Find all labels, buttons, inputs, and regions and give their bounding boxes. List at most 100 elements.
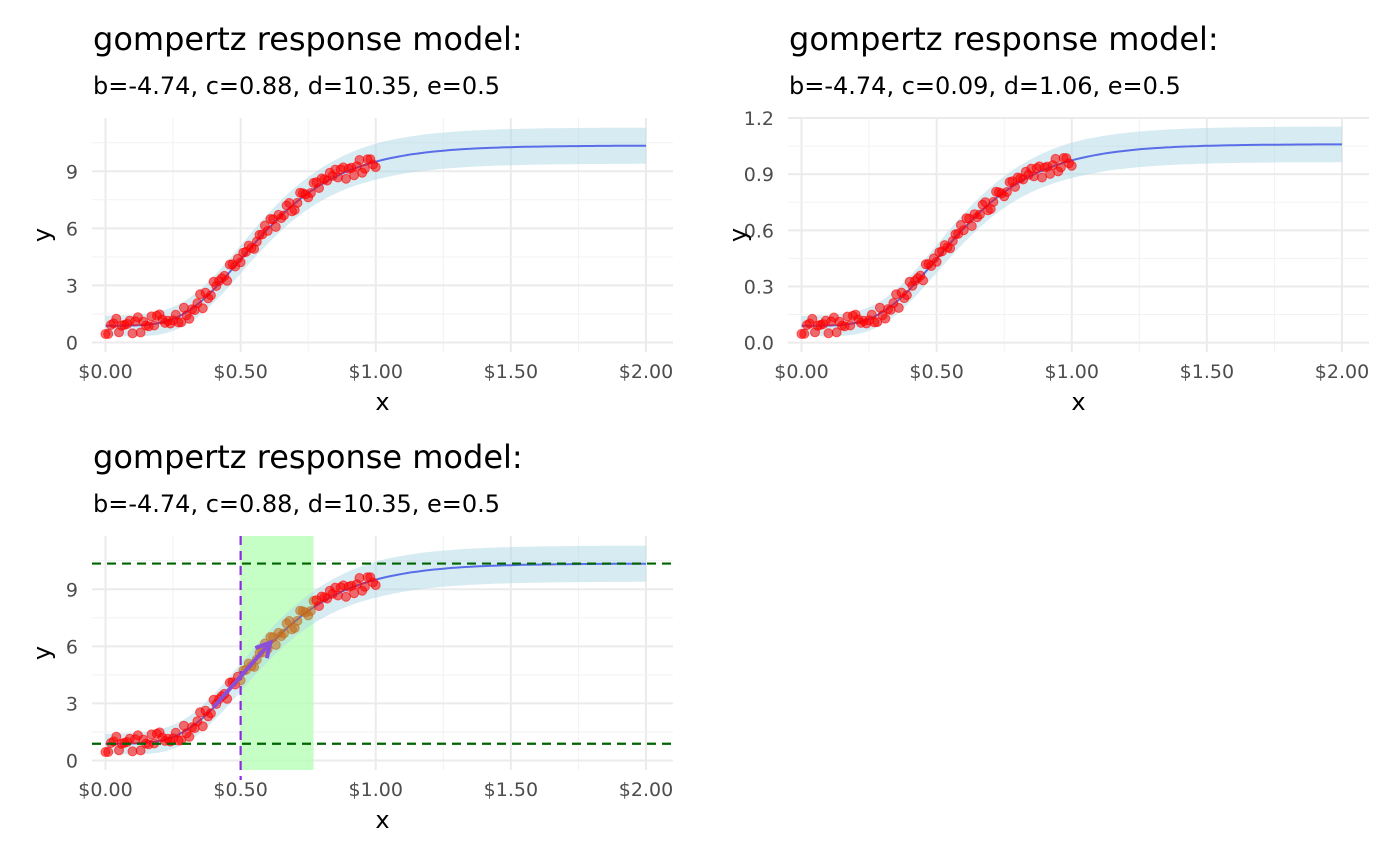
x-tick-label: $2.00 bbox=[619, 779, 673, 801]
data-point bbox=[278, 628, 289, 639]
x-tick-label: $2.00 bbox=[1315, 361, 1369, 383]
data-point bbox=[359, 163, 370, 174]
y-tick-label: 0.0 bbox=[744, 333, 774, 355]
data-point bbox=[370, 162, 381, 173]
data-point bbox=[135, 327, 146, 338]
data-point bbox=[127, 328, 138, 339]
chart-subtitle: b=-4.74, c=0.88, d=10.35, e=0.5 bbox=[93, 72, 501, 100]
x-tick-label: $1.50 bbox=[484, 779, 538, 801]
chart-title: gompertz response model: bbox=[789, 20, 1219, 58]
y-tick-label: 9 bbox=[66, 579, 78, 601]
y-tick-label: 0 bbox=[66, 332, 78, 354]
chart-panel-1: gompertz response model: b=-4.74, c=0.88… bbox=[0, 0, 690, 420]
data-point bbox=[278, 210, 289, 221]
y-tick-label: 1.2 bbox=[744, 108, 774, 130]
data-point bbox=[1010, 181, 1020, 192]
data-point bbox=[370, 580, 381, 591]
data-point bbox=[103, 747, 114, 757]
x-axis-label: x bbox=[375, 806, 389, 834]
y-tick-label: 6 bbox=[66, 218, 78, 240]
data-point bbox=[111, 731, 122, 742]
data-point bbox=[799, 328, 810, 339]
y-tick-label: 0.3 bbox=[744, 276, 774, 298]
data-point bbox=[831, 327, 842, 338]
y-tick-label: 3 bbox=[66, 275, 78, 297]
data-point bbox=[197, 721, 208, 732]
data-point bbox=[354, 573, 365, 583]
y-tick-label: 6 bbox=[66, 636, 78, 658]
data-point bbox=[292, 615, 303, 626]
y-tick-label: 3 bbox=[66, 693, 78, 715]
x-axis-label: x bbox=[1071, 388, 1085, 416]
data-point bbox=[958, 225, 969, 236]
data-point bbox=[292, 197, 303, 208]
data-point bbox=[872, 317, 883, 328]
chart-subtitle: b=-4.74, c=0.88, d=10.35, e=0.5 bbox=[93, 490, 501, 518]
chart-panel-3: gompertz response model: b=-4.74, c=0.88… bbox=[0, 418, 690, 838]
x-axis-label: x bbox=[375, 388, 389, 416]
y-axis-label: y bbox=[724, 228, 752, 242]
data-point bbox=[184, 731, 195, 742]
data-point bbox=[262, 225, 273, 236]
y-axis-label: y bbox=[28, 646, 56, 660]
data-point bbox=[1050, 153, 1061, 164]
data-point bbox=[127, 746, 138, 757]
data-point bbox=[184, 313, 195, 324]
data-point bbox=[149, 320, 160, 331]
chart-panel-2: gompertz response model: b=-4.74, c=0.09… bbox=[696, 0, 1386, 420]
data-point bbox=[205, 290, 216, 301]
y-tick-label: 9 bbox=[66, 161, 78, 183]
y-tick-label: 0.9 bbox=[744, 164, 774, 186]
data-point bbox=[893, 302, 904, 313]
chart-title: gompertz response model: bbox=[93, 438, 523, 476]
data-point bbox=[314, 601, 324, 611]
data-point bbox=[918, 275, 929, 286]
data-point bbox=[1037, 172, 1047, 183]
x-tick-label: $0.50 bbox=[213, 779, 267, 801]
data-point bbox=[1055, 162, 1066, 173]
data-point bbox=[305, 188, 316, 198]
data-point bbox=[823, 328, 834, 339]
slope-arrow-head bbox=[254, 639, 274, 659]
data-point bbox=[205, 708, 216, 719]
data-point bbox=[314, 183, 324, 193]
data-point bbox=[270, 639, 281, 650]
x-tick-label: $1.50 bbox=[484, 361, 538, 383]
data-point bbox=[341, 173, 351, 184]
data-point bbox=[845, 320, 856, 331]
data-point bbox=[1001, 187, 1012, 197]
slope-arrow bbox=[212, 641, 272, 709]
data-point bbox=[103, 329, 114, 339]
data-point bbox=[974, 209, 985, 220]
data-point bbox=[235, 257, 246, 268]
chart-subtitle: b=-4.74, c=0.09, d=1.06, e=0.5 bbox=[789, 72, 1181, 100]
chart-title: gompertz response model: bbox=[93, 20, 523, 58]
data-point bbox=[270, 221, 281, 232]
x-tick-label: $1.00 bbox=[349, 361, 403, 383]
chart-plot: $0.00 $0.50 $1.00 $1.50 $2.00 0 3 6 9 x y bbox=[28, 536, 673, 834]
data-point bbox=[966, 221, 977, 231]
y-axis-label: y bbox=[28, 228, 56, 242]
data-point bbox=[305, 606, 316, 616]
data-point bbox=[197, 303, 208, 314]
data-point bbox=[135, 745, 146, 756]
data-point bbox=[111, 313, 122, 324]
y-tick-label: 0.6 bbox=[744, 220, 774, 242]
x-tick-label: $2.00 bbox=[619, 361, 673, 383]
x-tick-label: $0.50 bbox=[213, 361, 267, 383]
data-point bbox=[931, 256, 942, 267]
x-tick-label: $1.00 bbox=[1045, 361, 1099, 383]
data-point bbox=[988, 196, 999, 207]
data-point bbox=[359, 581, 370, 592]
data-point bbox=[901, 290, 912, 301]
x-tick-label: $1.00 bbox=[349, 779, 403, 801]
data-point bbox=[1066, 160, 1077, 171]
x-tick-label: $0.00 bbox=[78, 779, 132, 801]
chart-plot: $0.00 $0.50 $1.00 $1.50 $2.00 0 3 6 9 x y bbox=[28, 118, 673, 416]
data-point bbox=[880, 313, 891, 324]
data-point bbox=[354, 155, 365, 165]
data-point bbox=[222, 275, 233, 286]
chart-plot: $0.00 $0.50 $1.00 $1.50 $2.00 0.0 0.3 0.6 0.9 1.2… bbox=[724, 108, 1369, 416]
x-tick-label: $0.00 bbox=[78, 361, 132, 383]
x-tick-label: $0.00 bbox=[774, 361, 828, 383]
